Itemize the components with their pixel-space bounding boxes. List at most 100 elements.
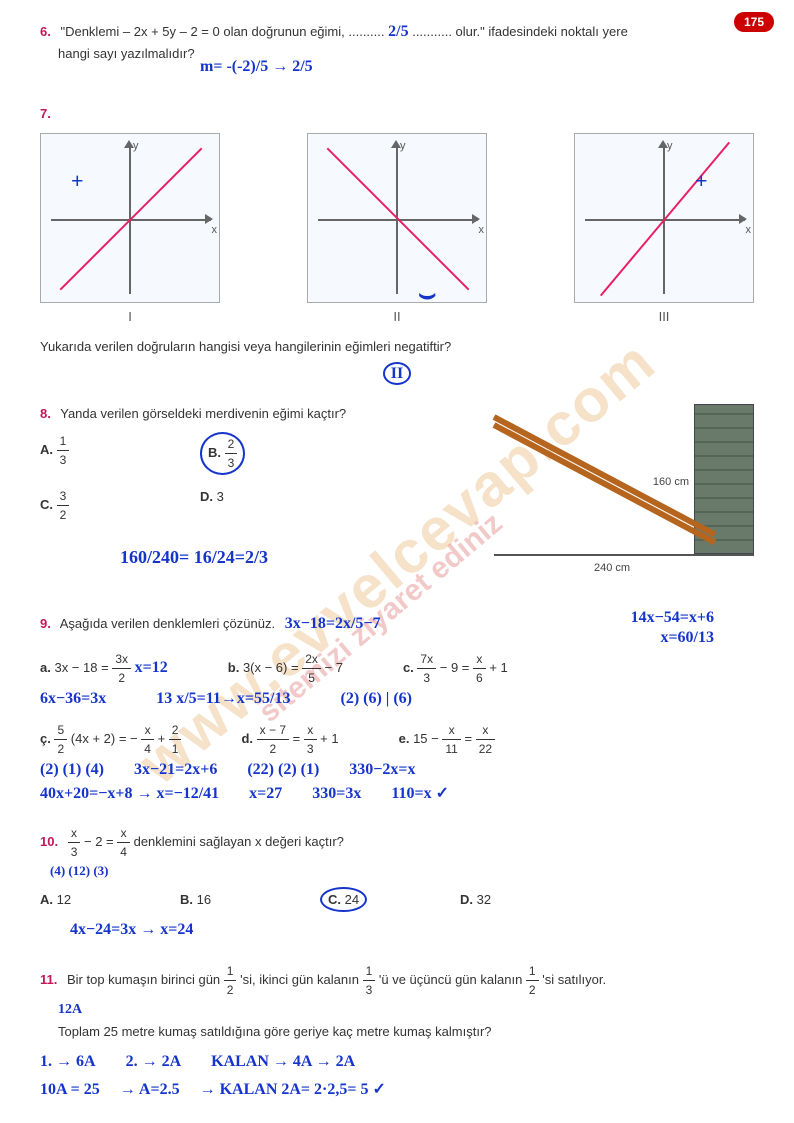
question-9: 9. Aşağıda verilen denklemleri çözünüz. …: [40, 612, 754, 806]
expr: 3(x − 6) =: [243, 660, 299, 675]
q10-opt-b: B. 16: [180, 890, 260, 910]
expr: + 1: [320, 731, 338, 746]
q7-graphs: x y + I x y ⌣ II x y: [40, 133, 754, 327]
hand: (22) (2) (1): [247, 758, 319, 782]
q10-hand-lcm: (4) (12) (3): [50, 861, 754, 881]
frac-d: 1: [169, 740, 182, 758]
frac-d: 3: [304, 740, 317, 758]
item-label: e.: [399, 731, 410, 746]
axis-y-label: y: [400, 138, 406, 155]
q8-opt-a: A. 13: [40, 432, 120, 475]
frac-d: 2: [224, 981, 237, 999]
q9-item-c: c. 7x3 − 9 = x6 + 1: [403, 650, 508, 687]
frac-d: 22: [476, 740, 495, 758]
item-label: ç.: [40, 731, 51, 746]
item-label: c.: [403, 660, 414, 675]
q11-hand-label: 12A: [58, 999, 754, 1020]
q6-text-b: ........... olur." ifadesindeki noktalı …: [412, 24, 628, 39]
hand: KALAN → 4A → 2A: [211, 1050, 355, 1074]
frac-d: 2: [112, 669, 131, 687]
frac-d: 3: [68, 843, 81, 861]
expr: 3x − 18 =: [54, 660, 108, 675]
frac-n: 7x: [417, 650, 436, 669]
frac-n: 1: [363, 962, 376, 981]
frac-n: x: [68, 824, 81, 843]
q11-text-e: Toplam 25 metre kumaş satıldığına göre g…: [58, 1022, 754, 1042]
expr: −: [431, 731, 439, 746]
frac-d: 5: [302, 669, 321, 687]
q10-number: 10.: [40, 834, 58, 849]
frac-n: x: [141, 721, 154, 740]
frac-d: 4: [141, 740, 154, 758]
q9-number: 9.: [40, 616, 51, 631]
frac-n: 3x: [112, 650, 131, 669]
expr: =: [464, 731, 472, 746]
expr: =: [293, 731, 301, 746]
frac-n: 2: [169, 721, 182, 740]
q6-number: 6.: [40, 24, 51, 39]
hand: 13 x/5=11→x=55/13: [156, 687, 290, 711]
q7-number: 7.: [40, 106, 51, 121]
q7-graph-2: x y ⌣ II: [307, 133, 487, 327]
question-10: 10. x3 − 2 = x4 denklemini sağlayan x de…: [40, 824, 754, 942]
q10-text: denklemini sağlayan x değeri kaçtır?: [134, 834, 344, 849]
expr: + 1: [489, 660, 507, 675]
frac-n: 1: [526, 962, 539, 981]
expr: (4x + 2) = −: [71, 731, 138, 746]
q11-text-a: Bir top kumaşın birinci gün: [67, 972, 220, 987]
q6-hand-blank: 2/5: [388, 23, 408, 40]
opt-letter: B.: [180, 892, 193, 907]
question-11: 11. Bir top kumaşın birinci gün 12 'si, …: [40, 962, 754, 1102]
q7-graph-1: x y + I: [40, 133, 220, 327]
axis-x-label: x: [746, 222, 752, 239]
q9-item-a: a. 3x − 18 = 3x2 x=12: [40, 650, 168, 687]
expr: +: [158, 731, 166, 746]
q9-item-d: d. x − 72 = x3 + 1: [241, 721, 338, 758]
q11-text-c: 'ü ve üçüncü gün kalanın: [379, 972, 522, 987]
frac-d: 6: [473, 669, 486, 687]
opt-letter: D.: [200, 489, 213, 504]
q7-g2-underline: ⌣: [418, 274, 436, 316]
frac-n: x: [304, 721, 317, 740]
frac-n: 2x: [302, 650, 321, 669]
axis-x-label: x: [479, 222, 485, 239]
opt-letter: C.: [328, 892, 341, 907]
hand: (2) (6) | (6): [340, 687, 412, 711]
axis-y-label: y: [667, 138, 673, 155]
frac-n: x: [473, 650, 486, 669]
question-8: 160 cm 240 cm 8. Yanda verilen görseldek…: [40, 404, 754, 594]
hand: x=12: [135, 659, 168, 676]
q8-number: 8.: [40, 406, 51, 421]
q8-opt-b: B. 23: [200, 432, 280, 475]
frac-n: 1: [57, 432, 70, 451]
q9-item-e: e. 15 − x11 = x22: [399, 721, 495, 758]
expr: − 9 =: [440, 660, 470, 675]
q9-hand-top: 3x−18=2x/5−7: [285, 615, 381, 632]
frac-n: 1: [224, 962, 237, 981]
page-number-badge: 175: [734, 12, 774, 32]
frac-n: x: [476, 721, 495, 740]
q8-dim-height: 160 cm: [653, 474, 689, 491]
q8-opt-c: C. 32: [40, 487, 120, 524]
axis-x-label: x: [212, 222, 218, 239]
frac-n: 2: [225, 435, 238, 454]
hand: 6x−36=3x: [40, 687, 106, 711]
q6-text-a: "Denklemi – 2x + 5y – 2 = 0 olan doğrunu…: [60, 24, 384, 39]
opt-val: 16: [197, 892, 211, 907]
hand: (2) (1) (4): [40, 758, 104, 782]
frac-d: 2: [526, 981, 539, 999]
frac-d: 4: [117, 843, 130, 861]
frac-d: 2: [257, 740, 289, 758]
opt-val: 3: [217, 489, 224, 504]
hand: 1. → 6A: [40, 1050, 96, 1074]
q7-g3-mark: +: [695, 164, 708, 197]
opt-letter: C.: [40, 496, 53, 511]
expr: − 2 =: [84, 834, 114, 849]
q7-prompt: Yukarıda verilen doğruların hangisi veya…: [40, 337, 754, 357]
q9-item-cc: ç. 52 (4x + 2) = − x4 + 21: [40, 721, 181, 758]
q11-text-d: 'si satılıyor.: [542, 972, 606, 987]
q8-hand-work: 160/240= 16/24=2/3: [120, 544, 794, 571]
q8-opt-d: D. 3: [200, 487, 280, 524]
q10-opt-a: A. 12: [40, 890, 120, 910]
hand: 3x−21=2x+6: [134, 758, 217, 782]
